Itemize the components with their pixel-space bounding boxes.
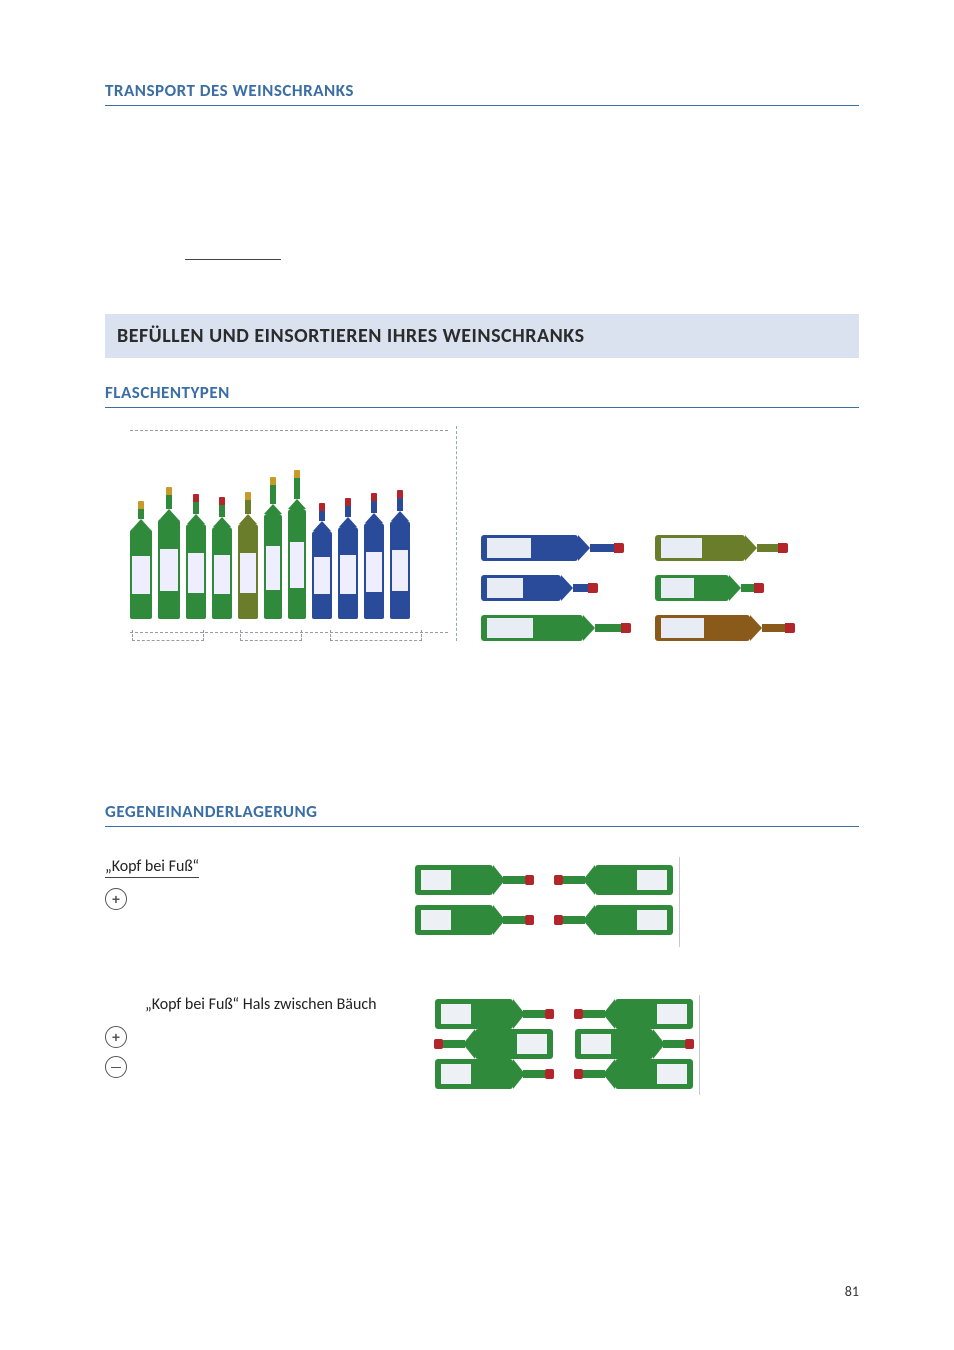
page-number: 81 xyxy=(845,1283,859,1300)
storage-row-1: „Kopf bei Fuß“ + xyxy=(105,857,859,947)
storage-figure-hals-zwischen-baeuchen xyxy=(435,995,700,1095)
heading-flaschentypen: FLASCHENTYPEN xyxy=(105,382,859,408)
dimension-bracket xyxy=(240,630,302,641)
decorative-underline xyxy=(185,259,281,260)
heading-gegeneinanderlagerung: GEGENEINANDERLAGERUNG xyxy=(105,801,859,827)
bottle-lying xyxy=(655,575,764,601)
heading-transport: TRANSPORT DES WEINSCHRANKS xyxy=(105,80,859,106)
bottle-lying xyxy=(655,615,795,641)
bottle-storage xyxy=(415,905,533,935)
lying-bottles-panel-middle xyxy=(481,535,631,641)
page: TRANSPORT DES WEINSCHRANKS BEFÜLLEN UND … xyxy=(0,0,954,1350)
bottle-standing xyxy=(390,490,410,619)
bottle-storage xyxy=(555,865,673,895)
bottle-lying xyxy=(481,535,624,561)
storage-row-2: „Kopf bei Fuß“ Hals zwischen Bäuch + xyxy=(105,995,859,1095)
plus-icon: + xyxy=(105,1026,127,1048)
bottle-storage xyxy=(435,1059,553,1089)
bottle-standing xyxy=(364,493,384,619)
dimension-bracket xyxy=(330,630,422,641)
dimension-bracket xyxy=(132,630,204,641)
bottle-storage xyxy=(435,999,553,1029)
bottle-lying xyxy=(481,615,631,641)
dimension-guide xyxy=(130,430,448,431)
storage-label: „Kopf bei Fuß“ xyxy=(105,857,199,878)
bottle-standing xyxy=(186,494,206,619)
minus-icon xyxy=(105,1056,127,1078)
bottle-lying xyxy=(481,575,598,601)
bottle-standing xyxy=(264,477,282,619)
bottle-storage xyxy=(415,865,533,895)
storage-figure-kopf-bei-fuss xyxy=(415,857,680,947)
storage-row-text: „Kopf bei Fuß“ + xyxy=(105,857,385,910)
lying-bottles-panel-right xyxy=(655,535,795,641)
bottle-types-figure xyxy=(105,426,859,641)
bottle-standing xyxy=(312,503,332,620)
heading-main: BEFÜLLEN UND EINSORTIEREN IHRES WEINSCHR… xyxy=(105,314,859,358)
plus-icon: + xyxy=(105,888,127,910)
bottle-storage xyxy=(575,999,693,1029)
bottle-storage xyxy=(555,905,673,935)
bottle-storage xyxy=(575,1029,693,1059)
bottle-standing xyxy=(238,492,258,619)
bottle-standing xyxy=(130,501,152,620)
bottle-standing xyxy=(212,497,232,619)
bottle-standing xyxy=(158,487,180,619)
storage-row-text: „Kopf bei Fuß“ Hals zwischen Bäuch + xyxy=(105,995,405,1078)
bottle-lying xyxy=(655,535,788,561)
storage-label: „Kopf bei Fuß“ Hals zwischen Bäuch xyxy=(145,995,377,1014)
bottle-standing xyxy=(338,498,358,619)
bottle-standing xyxy=(288,470,306,619)
standing-bottles-panel xyxy=(105,426,457,641)
blank-area xyxy=(105,124,859,264)
bottle-storage xyxy=(575,1059,693,1089)
bottle-storage xyxy=(435,1029,553,1059)
